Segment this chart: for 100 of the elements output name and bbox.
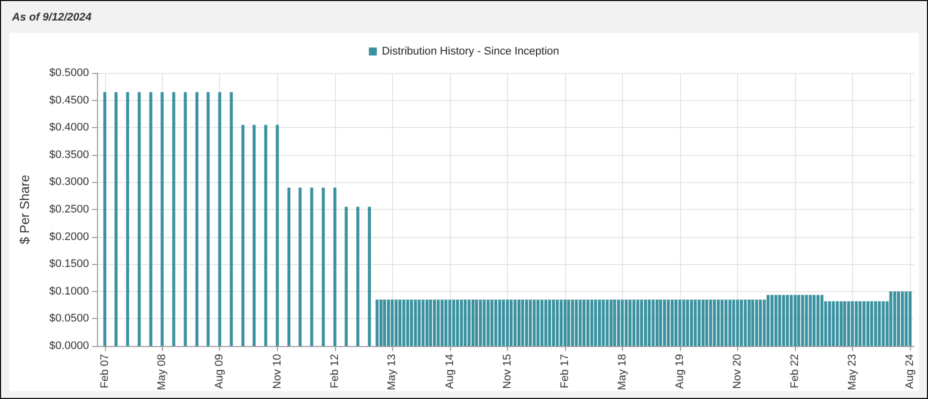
bar <box>552 300 556 346</box>
y-tick-label: $0.3500 <box>49 148 89 161</box>
bar <box>900 291 904 346</box>
bar <box>782 294 786 346</box>
y-tick-label: $0.2000 <box>49 230 89 243</box>
bar <box>414 300 417 346</box>
bar <box>322 188 325 346</box>
bar <box>432 300 436 346</box>
bar <box>889 291 892 346</box>
bar <box>840 301 843 346</box>
bar <box>690 300 693 346</box>
bar <box>490 300 494 346</box>
bar <box>862 301 866 346</box>
bar <box>456 300 459 346</box>
bar <box>686 300 690 346</box>
x-tick-label: Feb 17 <box>559 354 572 388</box>
bar <box>893 291 896 346</box>
x-tick-label: May 13 <box>386 354 398 390</box>
x-tick-label: Aug 09 <box>214 354 226 389</box>
bar <box>574 300 578 346</box>
bar <box>383 300 386 346</box>
bar <box>740 300 743 346</box>
bar <box>310 188 314 346</box>
bar <box>702 300 705 346</box>
bar <box>475 300 478 346</box>
bar <box>468 300 471 346</box>
bar <box>850 301 854 346</box>
y-tick-label: $0.2500 <box>49 204 89 216</box>
bar <box>571 300 574 346</box>
bar <box>429 300 432 346</box>
bar <box>502 300 505 346</box>
bar <box>656 300 659 346</box>
x-tick-label: Aug 24 <box>904 354 916 389</box>
bar <box>628 300 632 346</box>
bar <box>564 300 567 346</box>
bar <box>897 291 900 346</box>
bar <box>748 300 751 346</box>
bar <box>659 300 662 346</box>
bar <box>548 300 552 346</box>
y-tick-label: $0.0000 <box>49 340 89 352</box>
bar <box>510 300 513 346</box>
bar <box>670 300 674 346</box>
bar <box>149 92 152 346</box>
bar <box>606 300 609 346</box>
bar <box>904 291 908 346</box>
x-tick-label: Feb 22 <box>789 354 802 388</box>
bar <box>786 294 789 346</box>
bar <box>498 300 502 346</box>
bar <box>663 300 666 346</box>
bar <box>590 300 594 346</box>
bar <box>804 294 808 346</box>
bar <box>426 300 428 346</box>
bar <box>736 300 740 346</box>
y-tick-label: $0.1500 <box>49 258 89 270</box>
bar <box>682 300 686 346</box>
bar <box>521 300 524 346</box>
bar <box>544 300 548 346</box>
bar <box>720 300 724 346</box>
bar <box>478 300 482 346</box>
bar <box>444 300 448 346</box>
bar <box>276 124 279 346</box>
bar <box>418 300 421 346</box>
bar <box>380 300 383 346</box>
y-axis-title: $ Per Share <box>17 174 32 244</box>
bar <box>854 301 858 346</box>
bar <box>758 300 762 346</box>
bar <box>774 294 778 346</box>
bar <box>755 300 758 346</box>
y-tick-label: $0.5000 <box>49 67 89 79</box>
bar <box>114 92 118 346</box>
bar <box>103 92 106 346</box>
bar <box>812 294 816 346</box>
bar <box>344 206 348 346</box>
bar <box>586 300 590 346</box>
bar <box>666 300 670 346</box>
bar <box>486 300 490 346</box>
bar <box>184 92 187 346</box>
bar <box>766 294 770 346</box>
bar <box>406 300 410 346</box>
y-tick-label: $0.3000 <box>49 176 89 188</box>
x-tick-label: Nov 10 <box>271 354 284 389</box>
bar <box>610 300 613 346</box>
bar <box>678 300 682 346</box>
bar <box>195 92 198 346</box>
bar <box>567 300 570 346</box>
bar <box>870 301 874 346</box>
bar <box>386 300 390 346</box>
bar <box>448 300 452 346</box>
bar <box>602 300 605 346</box>
bar <box>816 294 820 346</box>
bar <box>556 300 559 346</box>
x-tick-label: Nov 20 <box>732 354 744 389</box>
y-tick-label: $0.4500 <box>49 94 89 106</box>
bar <box>836 301 839 346</box>
bar <box>724 300 728 346</box>
bar <box>528 300 532 346</box>
bar <box>464 300 467 346</box>
bar <box>797 294 800 346</box>
bar <box>624 300 628 346</box>
x-tick-label: May 08 <box>156 354 168 390</box>
